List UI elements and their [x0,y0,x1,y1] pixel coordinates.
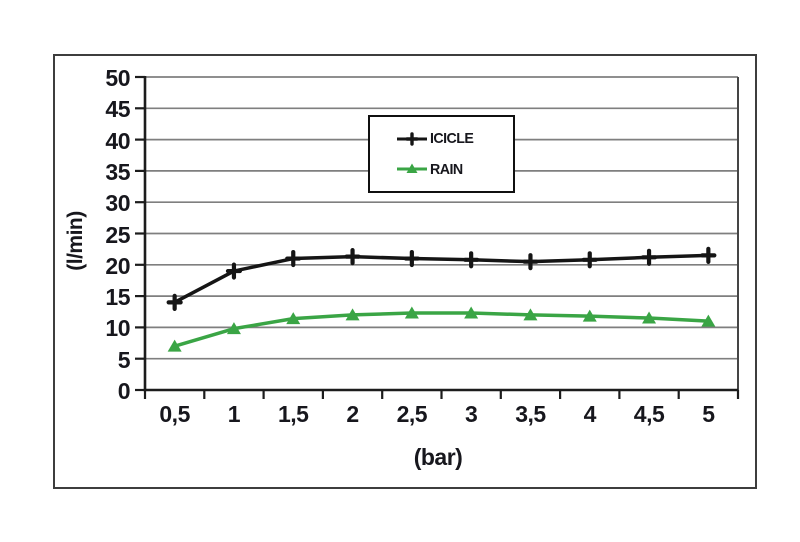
x-axis-tick-label: 3 [464,401,478,427]
x-axis-tick-label: 4,5 [633,401,665,427]
series-line-rain [174,311,709,348]
data-point-marker-rain [523,308,538,321]
data-point-marker-icicle [285,249,302,268]
x-axis-tick-label: 4 [583,401,597,427]
data-point-marker-icicle [166,293,183,311]
x-axis-tick-label: 2,5 [396,401,428,427]
data-point-marker-rain [404,306,419,319]
y-axis-tick-label: 35 [105,158,130,185]
x-axis-tick-label: 5 [702,401,715,427]
legend-label-icicle: ICICLE [430,130,474,148]
data-point-marker-icicle [463,251,480,269]
data-point-marker-icicle [581,251,598,269]
data-point-marker-icicle [522,253,539,271]
legend-marker-sample [406,163,418,174]
data-point-marker-rain [226,322,241,335]
y-axis-tick-label: 25 [105,221,130,248]
y-axis-tick-label: 30 [105,190,130,217]
x-axis-tick-label: 1 [227,401,241,427]
data-point-marker-icicle [344,248,361,266]
legend-label-rain: RAIN [430,160,463,178]
x-axis-tick-label: 0,5 [159,401,190,427]
x-axis-tick-label: 1,5 [278,401,309,427]
y-axis-tick-label: 10 [105,315,130,342]
data-point-marker-rain [464,306,479,319]
y-axis-tick-label: 0 [117,378,131,404]
y-axis-tick-label: 50 [105,65,130,91]
data-point-marker-icicle [225,262,243,280]
data-point-marker-icicle [403,249,420,268]
icicle-line-marker-icon [397,132,427,146]
data-point-marker-rain [167,339,182,352]
x-axis-tick-label: 2 [346,401,359,427]
y-axis-tick-label: 40 [105,127,130,154]
series-line-icicle [173,253,709,304]
data-point-marker-rain [642,311,657,324]
y-axis-tick-label: 45 [105,96,130,123]
x-axis-tick-label: 3,5 [515,401,546,427]
y-axis-title: (l/min) [64,211,87,271]
data-point-marker-icicle [700,246,717,265]
data-point-marker-rain [582,309,597,322]
y-axis-tick-label: 20 [105,252,130,279]
data-point-marker-rain [345,308,360,321]
y-axis-tick-label: 15 [105,284,130,311]
x-axis-title: (bar) [413,444,463,470]
legend: ICICLE RAIN [368,115,515,193]
data-point-marker-rain [701,314,716,327]
y-axis-tick-label: 5 [117,346,131,373]
legend-entry-rain: RAIN [396,161,513,178]
legend-entry-icicle: ICICLE [396,130,513,147]
rain-line-marker-icon [397,163,427,174]
data-point-marker-rain [286,312,301,325]
legend-marker-sample [405,132,419,146]
data-point-marker-icicle [640,248,658,266]
